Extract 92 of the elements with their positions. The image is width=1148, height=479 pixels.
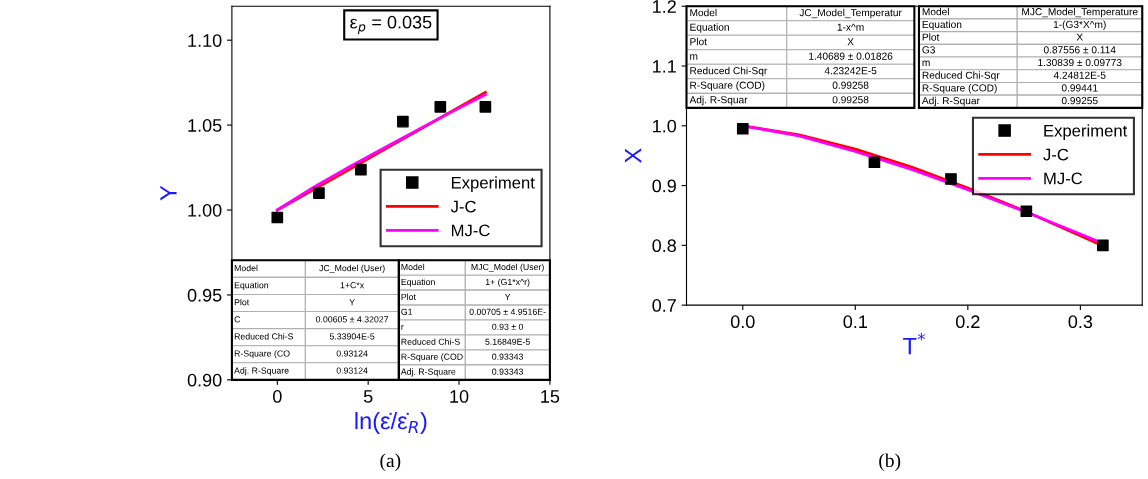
y-tick-label: 0.90 (187, 373, 222, 387)
x-tick-label: 0.2 (955, 315, 980, 329)
x-tick-label: 0.0 (730, 315, 755, 329)
annotation: 4.24812E-5 (1053, 71, 1106, 79)
annotation: R-Square (COD (401, 353, 463, 362)
annotation: 5.16849E-5 (485, 338, 530, 345)
annotation: m (690, 54, 698, 60)
annotation: Plot (234, 298, 250, 306)
text: (b) (879, 453, 901, 472)
annotation: G1 (401, 308, 413, 315)
annotation: 0.99258 (832, 81, 869, 89)
y-tick-label: 0.9 (652, 179, 676, 193)
x-axis-title: ln(ε̇/ε̇$_{R}$) (355, 411, 427, 434)
annotation: 0.93343 (492, 353, 524, 360)
y-tick-label: 0.7 (652, 299, 676, 312)
annotation: Adj. R-Square (400, 368, 456, 377)
y-tick-label: 1.05 (188, 119, 222, 132)
y-tick-label: 1.00 (188, 203, 222, 217)
y-axis-title: Y (160, 185, 177, 201)
annotation: Model (234, 264, 258, 272)
annotation: 1.30839 ± 0.09773 (1038, 58, 1122, 67)
annotation: 0.93124 (336, 350, 368, 357)
x-tick-label: 0 (273, 390, 282, 403)
annotation: X (1076, 33, 1083, 41)
annotation: 0.93124 (336, 367, 368, 374)
annotation: 1-(G3*X^m) (1053, 20, 1106, 30)
annotation: G3 (922, 46, 935, 54)
annotation: m (922, 60, 930, 67)
annotation: MJC_Model (User) (471, 263, 544, 272)
x-tick-label: 15 (541, 390, 560, 403)
annotation: 1+ (G1*x^r) (485, 278, 530, 287)
annotation: 1-x^m (837, 23, 864, 31)
annotation: C (234, 316, 241, 323)
annotation: Reduced Chi-S (234, 333, 294, 340)
annotation: JC_Model (User) (319, 264, 385, 273)
annotation: Plot (922, 33, 940, 41)
annotation: Adj. R-Square (234, 367, 289, 376)
x-tick-label: 0.1 (843, 315, 867, 329)
legend-label: MJ-C (451, 224, 490, 237)
y-tick-label: 1.2 (653, 0, 676, 13)
annotation: Adj. R-Squar (689, 95, 748, 106)
annotation: X (847, 38, 854, 46)
annotation: Model (922, 7, 949, 16)
annotation: Equation (690, 23, 729, 33)
annotation: Plot (690, 37, 707, 46)
annotation: Reduced Chi-Sqr (922, 71, 1000, 81)
annotation: Y (504, 293, 511, 300)
annotation: 0.00705 ± 4.9516E- (469, 308, 546, 315)
annotation: r (401, 325, 404, 330)
annotation: 1.40689 ± 0.01826 (809, 52, 893, 60)
annotation: Equation (234, 281, 269, 290)
legend-label: Experiment (451, 176, 535, 192)
annotation: Reduced Chi-S (401, 338, 460, 345)
legend-label: J-C (450, 200, 476, 213)
annotation: 0.93 ± 0 (492, 323, 524, 330)
annotation: R-Square (COD) (922, 84, 997, 94)
x-tick-label: 0.3 (1068, 315, 1093, 329)
annotation: 5.33904E-5 (329, 333, 375, 340)
x-tick-label: 10 (450, 390, 469, 403)
legend-label: MJ-C (1044, 172, 1083, 185)
x-axis-title: T$^{*}$ (903, 332, 925, 355)
annotation: R-Square (CO (234, 350, 290, 359)
y-tick-label: 1.1 (653, 60, 676, 73)
annotation: Adj. R-Squar (921, 96, 980, 107)
annotation: Y (349, 299, 355, 306)
annotation: 0.00605 ± 4.32027 (315, 316, 389, 323)
annotation: Plot (401, 293, 416, 300)
annotation: 0.99255 (1061, 97, 1098, 105)
annotation: 0.99258 (832, 96, 869, 104)
annotation: Model (690, 8, 717, 17)
annotation: ε$_{p}$ = 0.035 (350, 15, 432, 34)
y-tick-label: 1.10 (188, 34, 222, 47)
annotation: Model (401, 263, 425, 271)
y-tick-label: 1.0 (653, 119, 677, 133)
annotation: Equation (922, 20, 962, 31)
legend-label: Experiment (1044, 124, 1128, 140)
y-axis-title: X (624, 148, 642, 164)
annotation: Reduced Chi-Sqr (690, 66, 768, 77)
annotation: MJC_Model_Temperature (1022, 7, 1138, 18)
annotation: 0.93343 (492, 368, 524, 375)
y-tick-label: 0.95 (187, 288, 222, 302)
annotation: JC_Model_Temperatur (799, 8, 902, 19)
legend-label: J-C (1043, 148, 1069, 161)
annotation: Equation (401, 278, 435, 287)
annotation: R-Square (COD) (690, 81, 765, 91)
text: (a) (380, 453, 401, 472)
annotation: 0.99441 (1061, 84, 1098, 92)
annotation: 0.87556 ± 0.114 (1043, 46, 1116, 54)
x-tick-label: 5 (363, 390, 373, 403)
y-tick-label: 0.8 (652, 239, 676, 253)
annotation: 1+C*x (340, 282, 365, 289)
annotation: 4.23242E-5 (824, 67, 877, 75)
